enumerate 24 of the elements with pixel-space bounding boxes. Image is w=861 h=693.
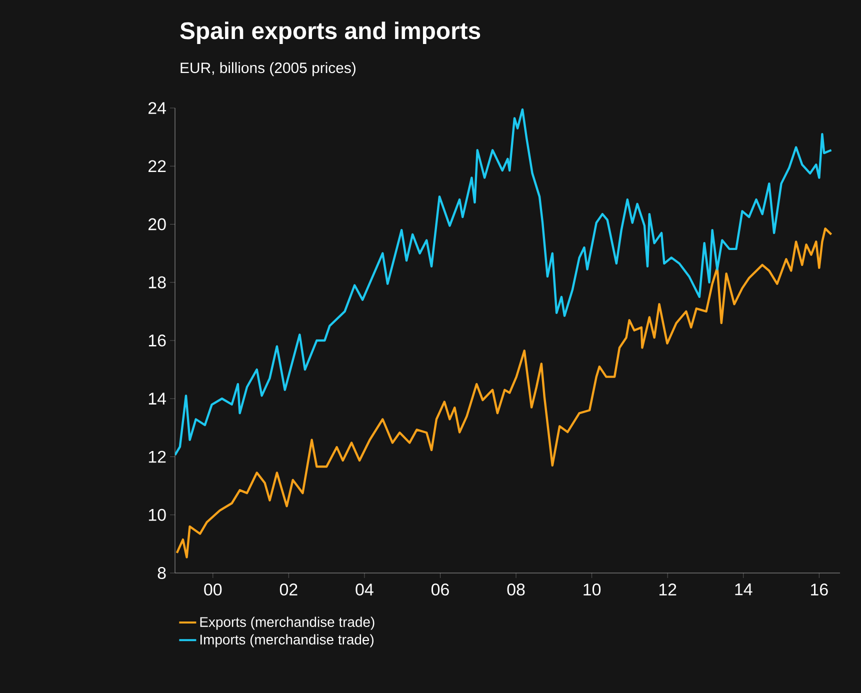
chart-subtitle: EUR, billions (2005 prices) [180, 62, 356, 76]
x-tick-label: 10 [584, 584, 601, 596]
y-tick-label: 12 [148, 450, 166, 463]
chart-title: Spain exports and imports [180, 22, 480, 44]
line-series [175, 108, 832, 456]
y-tick-label: 16 [148, 334, 166, 346]
line-series [176, 228, 832, 558]
y-tick-label: 22 [148, 160, 166, 172]
y-tick-label: 24 [148, 102, 166, 114]
y-tick-label: 10 [148, 508, 166, 521]
y-tick-label: 8 [158, 567, 166, 579]
x-tick-label: 02 [280, 584, 298, 596]
x-tick-label: 06 [431, 584, 449, 596]
x-tick-label: 08 [507, 584, 525, 596]
x-tick-label: 00 [204, 584, 222, 596]
legend-label: Imports (merchandise trade) [200, 634, 374, 648]
y-tick-label: 14 [148, 392, 166, 404]
y-tick-label: 18 [148, 276, 166, 288]
legend-label: Exports (merchandise trade) [200, 616, 374, 630]
y-tick-label: 20 [148, 218, 166, 230]
x-tick-label: 12 [659, 584, 676, 596]
x-tick-label: 16 [811, 584, 828, 596]
x-tick-label: 14 [735, 584, 752, 596]
x-tick-label: 04 [356, 584, 374, 596]
